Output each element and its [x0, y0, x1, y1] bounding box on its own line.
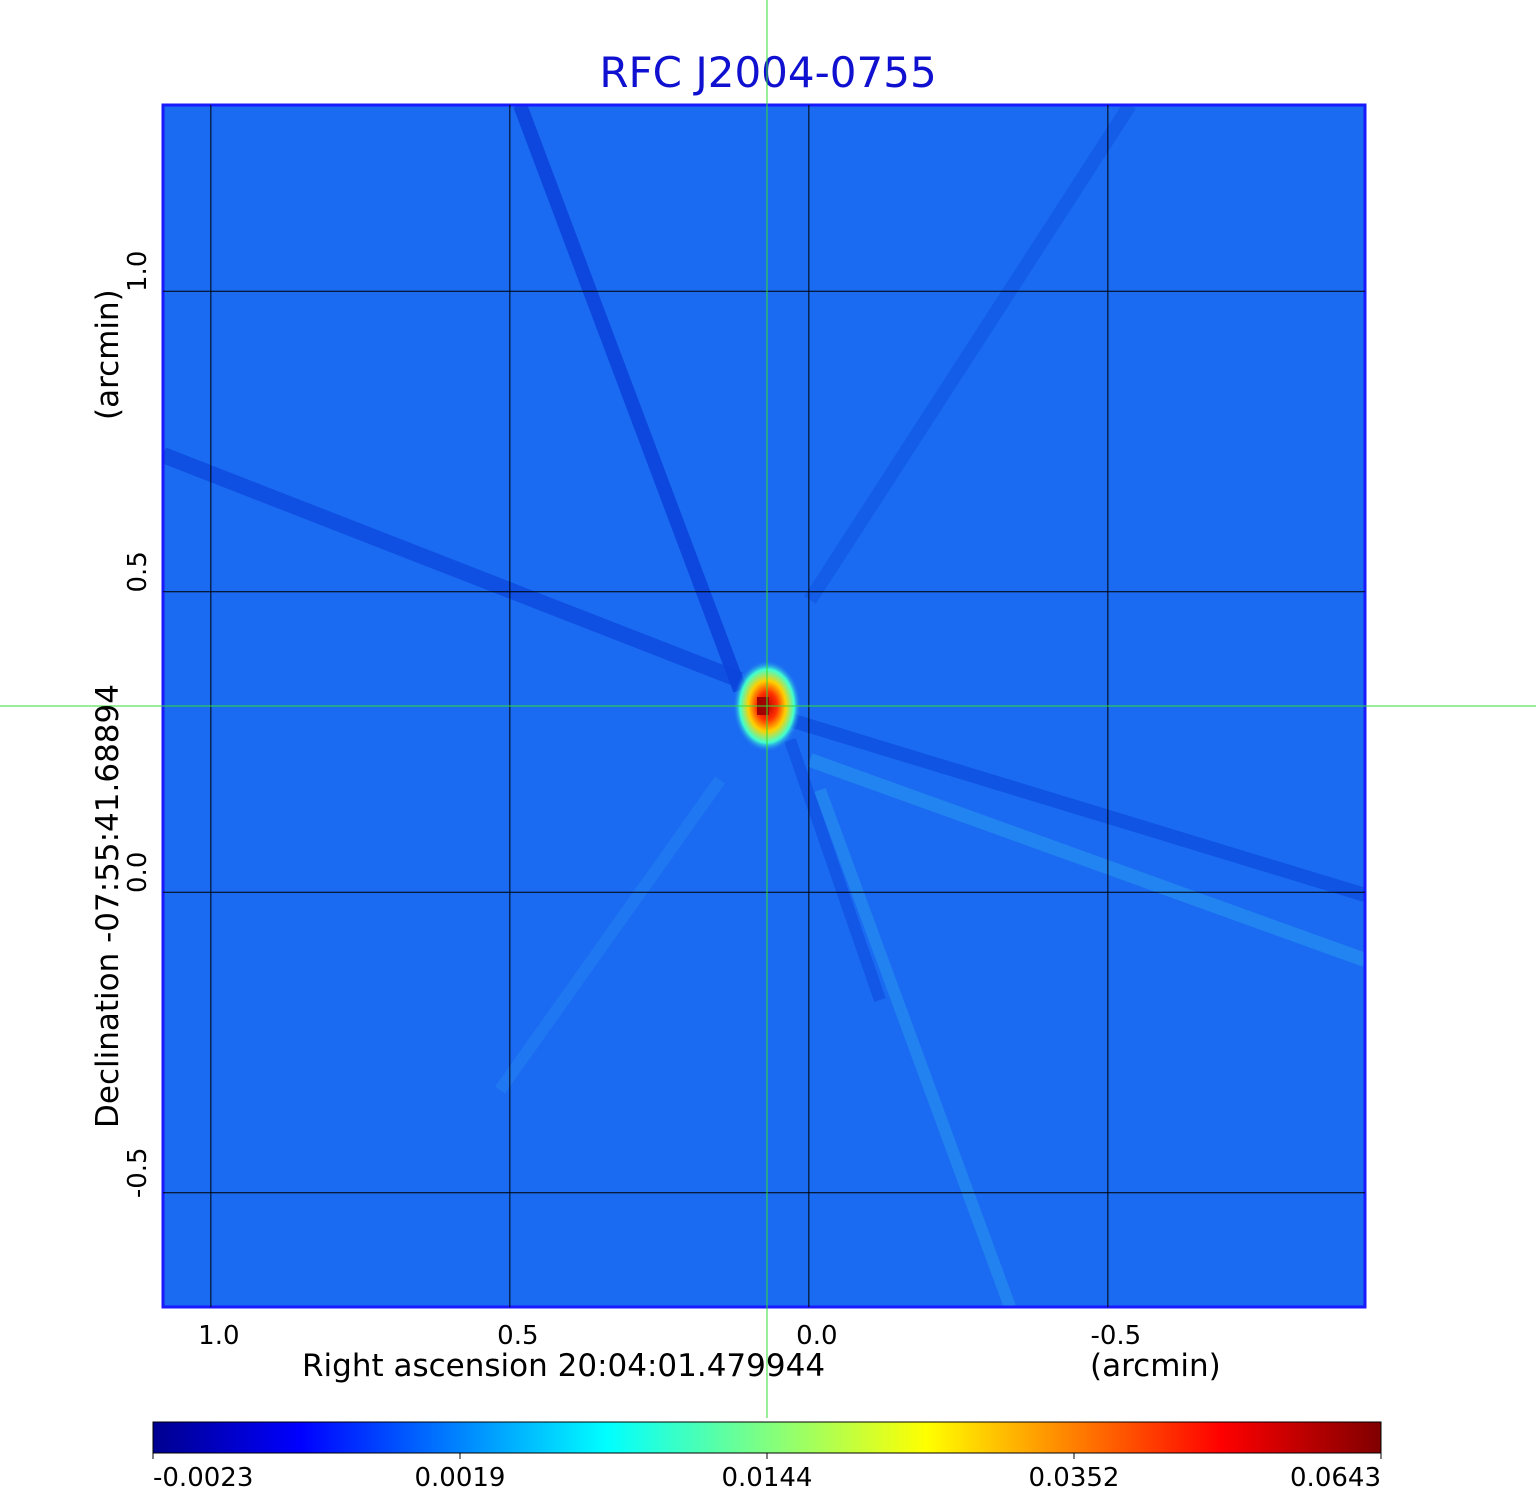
y-tick-label: -0.5: [123, 1147, 153, 1198]
x-axis-unit: (arcmin): [1090, 1348, 1221, 1384]
colorbar-tick-label: -0.0023: [153, 1463, 253, 1493]
y-tick-labels: 1.0 0.5 0.0 -0.5: [123, 251, 153, 1199]
x-tick-label: -0.5: [1090, 1321, 1141, 1351]
colorbar-tick-label: 0.0352: [1029, 1463, 1120, 1493]
colorbar-tick-labels: -0.0023 0.0019 0.0144 0.0352 0.0643: [152, 1453, 1382, 1493]
x-tick-label: 0.0: [796, 1321, 837, 1351]
colorbar: [152, 1421, 1382, 1454]
colorbar-tick-label: 0.0019: [415, 1463, 506, 1493]
y-tick-label: 0.5: [123, 551, 153, 592]
x-axis-label: Right ascension 20:04:01.479944: [302, 1348, 826, 1384]
y-tick-label: 1.0: [123, 251, 153, 292]
crosshair: [0, 0, 1536, 1418]
colorbar-tick-label: 0.0643: [1290, 1463, 1381, 1493]
chart-title: RFC J2004-0755: [599, 48, 937, 97]
x-tick-label: 1.0: [198, 1321, 239, 1351]
y-axis-unit: (arcmin): [90, 289, 126, 420]
y-axis-label: Declination -07:55:41.68894: [90, 684, 126, 1128]
colorbar-tick-label: 0.0144: [722, 1463, 813, 1493]
x-tick-labels: 1.0 0.5 0.0 -0.5: [198, 1321, 1141, 1351]
y-tick-label: 0.0: [123, 852, 153, 893]
x-tick-label: 0.5: [497, 1321, 538, 1351]
